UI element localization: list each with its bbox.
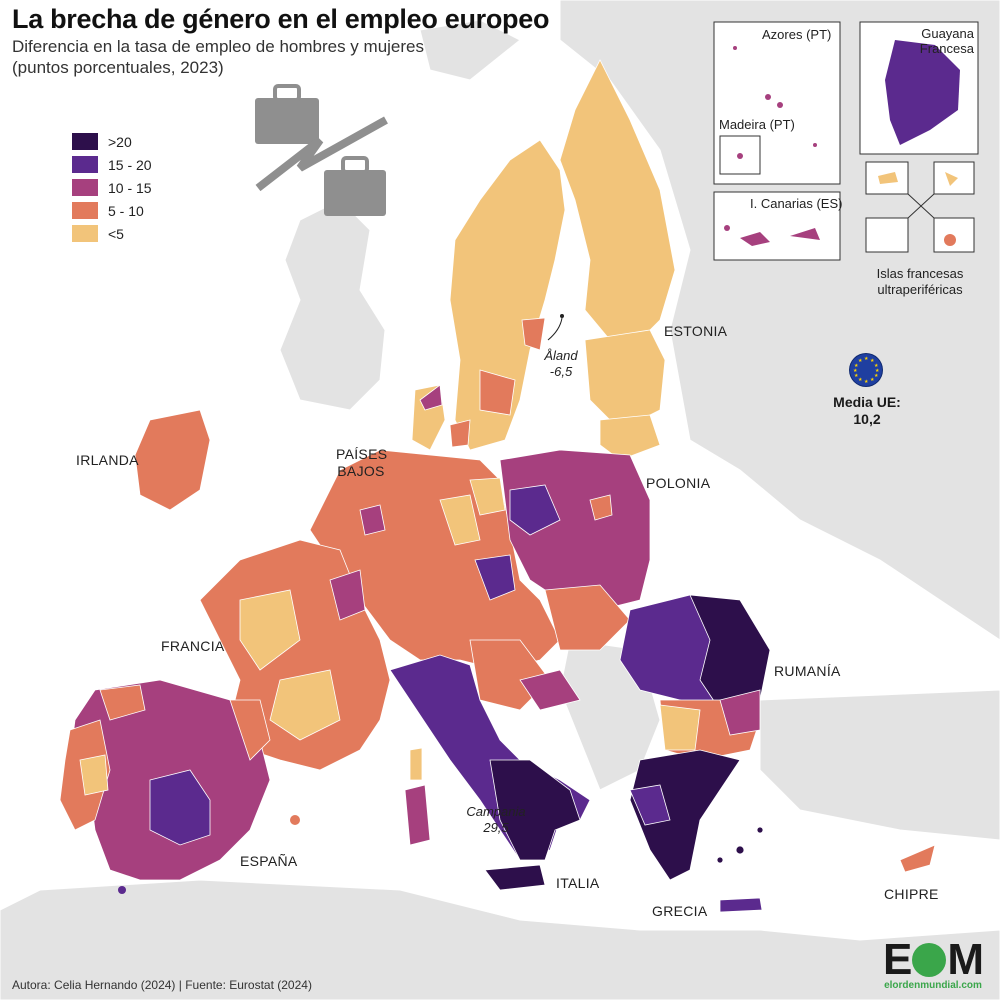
cyprus-region	[899, 844, 936, 873]
legend-label: <5	[108, 225, 124, 242]
ireland-region	[134, 409, 211, 511]
legend-swatch	[72, 202, 98, 219]
eu-average: Media UE: 10,2	[820, 394, 914, 428]
note-campania: Campania 29,5	[466, 804, 526, 835]
legend-swatch	[72, 225, 98, 242]
inset-title-canarias: I. Canarias (ES)	[750, 196, 843, 211]
label-rumania: RUMANÍA	[774, 663, 841, 679]
label-espana: ESPAÑA	[240, 853, 298, 869]
legend-swatch	[72, 133, 98, 150]
greece-regions	[629, 749, 764, 913]
legend-swatch	[72, 156, 98, 173]
legend-item: >20	[72, 130, 152, 153]
eu-average-value: 10,2	[853, 411, 881, 427]
briefcase-icon	[255, 84, 388, 216]
balkan-regions	[619, 594, 771, 761]
legend-label: 5 - 10	[108, 202, 144, 219]
legend-item: 5 - 10	[72, 199, 152, 222]
iberia-regions	[59, 679, 271, 881]
label-polonia: POLONIA	[646, 475, 711, 491]
legend-label: >20	[108, 133, 132, 150]
legend-item: 10 - 15	[72, 176, 152, 199]
label-estonia: ESTONIA	[664, 323, 728, 339]
label-francia: FRANCIA	[161, 638, 225, 654]
inset-islands	[724, 46, 958, 246]
italy-regions	[389, 654, 591, 891]
legend-swatch	[72, 179, 98, 196]
legend-item: 15 - 20	[72, 153, 152, 176]
page-subtitle: Diferencia en la tasa de empleo de hombr…	[12, 37, 424, 77]
denmark-regions	[411, 384, 471, 451]
label-chipre: CHIPRE	[884, 886, 939, 902]
inset-title-guayana: Guayana Francesa	[919, 26, 974, 56]
logo-site: elordenmundial.com	[884, 980, 982, 991]
inset-title-islas-francesas: Islas francesas ultraperiféricas	[876, 266, 964, 297]
eu-flag-icon: ★ ★ ★ ★ ★ ★ ★ ★ ★ ★ ★ ★	[850, 354, 882, 386]
inset-title-madeira: Madeira (PT)	[719, 117, 795, 132]
source-note: Autora: Celia Hernando (2024) | Fuente: …	[12, 978, 312, 992]
legend: >20 15 - 20 10 - 15 5 - 10 <5	[72, 130, 152, 245]
inset-boxes	[713, 21, 979, 261]
legend-label: 15 - 20	[108, 156, 152, 173]
label-irlanda: IRLANDA	[76, 452, 139, 468]
east-central-regions	[469, 449, 651, 711]
eu-average-label: Media UE:	[833, 394, 901, 410]
page-title: La brecha de género en el empleo europeo	[12, 4, 550, 34]
note-aland: Åland -6,5	[544, 348, 578, 379]
central-west-regions	[309, 449, 561, 671]
legend-label: 10 - 15	[108, 179, 152, 196]
label-italia: ITALIA	[556, 875, 600, 891]
inset-connectors	[907, 193, 935, 219]
nordic-regions	[449, 59, 676, 461]
label-paises-bajos: PAÍSES BAJOS	[336, 446, 388, 479]
label-grecia: GRECIA	[652, 903, 708, 919]
guayana-region	[885, 40, 960, 145]
legend-item: <5	[72, 222, 152, 245]
inset-title-azores: Azores (PT)	[762, 27, 832, 42]
